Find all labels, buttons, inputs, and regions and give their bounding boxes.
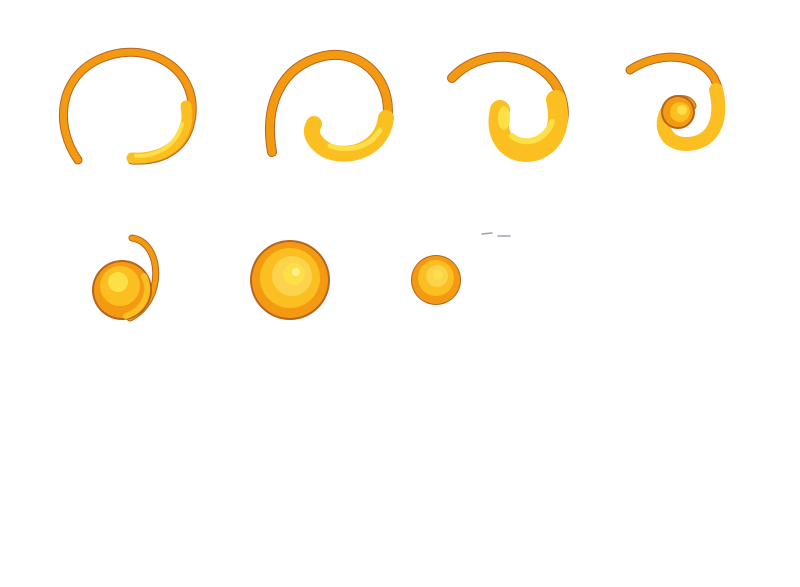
swirl-frame-5-graphic (40, 200, 220, 380)
spark-fragment (470, 220, 530, 250)
swirl-frame-2-graphic (240, 26, 420, 206)
swirl-frame-3-graphic (420, 26, 600, 206)
swirl-frame-4 (600, 26, 780, 206)
spark-fragment-graphic (470, 220, 530, 250)
swirl-frame-2 (240, 26, 420, 206)
swirl-frame-5 (40, 200, 220, 380)
swirl-frame-4-graphic (600, 26, 780, 206)
orb-frame-7-graphic (346, 190, 526, 370)
orb-frame-7 (346, 190, 526, 370)
swirl-frame-1 (36, 26, 216, 206)
swirl-frame-3 (420, 26, 600, 206)
swirl-frame-1-graphic (36, 26, 216, 206)
